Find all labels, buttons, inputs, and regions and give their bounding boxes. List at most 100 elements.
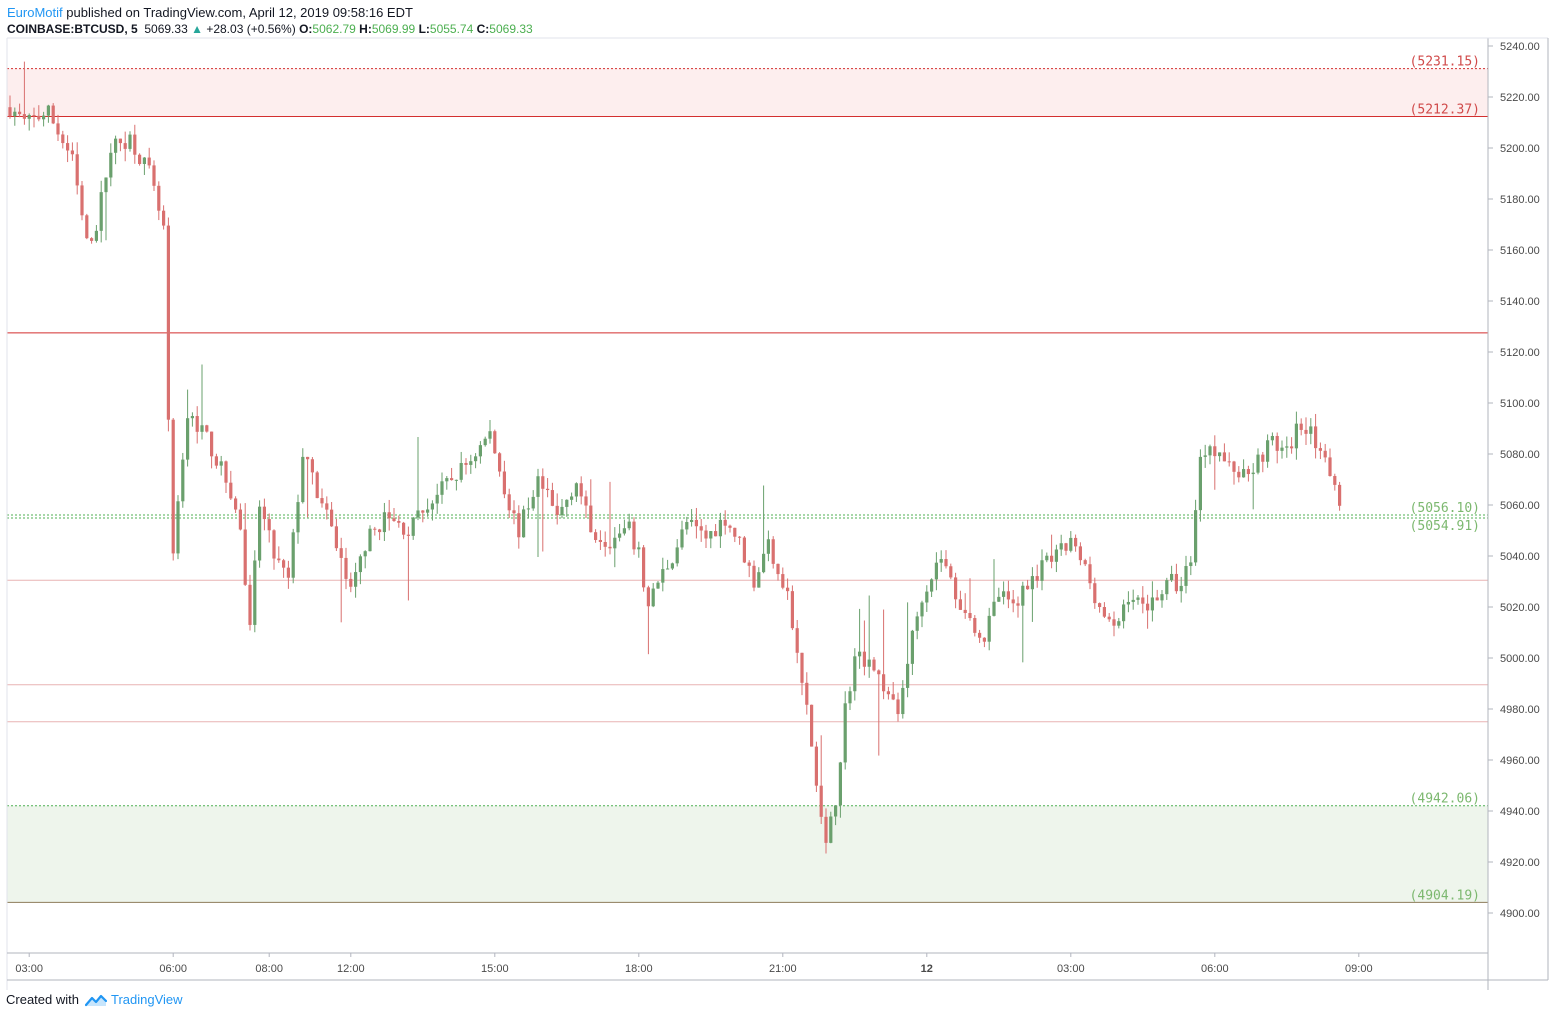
candle-body bbox=[1213, 446, 1217, 457]
y-tick-label: 5040.00 bbox=[1500, 551, 1540, 563]
close-value: 5069.33 bbox=[489, 22, 533, 36]
x-tick-label: 03:00 bbox=[1057, 963, 1085, 975]
candle-body bbox=[315, 472, 319, 499]
candle-body bbox=[819, 785, 823, 817]
candle-body bbox=[430, 503, 434, 510]
candle-body bbox=[18, 111, 22, 115]
y-tick-label: 4920.00 bbox=[1500, 857, 1540, 869]
candle-body bbox=[354, 572, 358, 587]
candle-body bbox=[718, 519, 722, 537]
candle-body bbox=[330, 509, 334, 527]
candle-body bbox=[397, 521, 401, 523]
candle-body bbox=[258, 506, 262, 561]
tradingview-brand-link[interactable]: TradingView bbox=[110, 992, 183, 1007]
candle-body bbox=[646, 587, 650, 607]
candle-body bbox=[574, 483, 578, 497]
candle-body bbox=[1002, 591, 1006, 597]
candle-body bbox=[118, 138, 122, 144]
price-chart[interactable]: (5231.15) (5212.37) (5056.10) (5054.91) (494… bbox=[0, 0, 1554, 990]
candle-body bbox=[968, 613, 972, 619]
candle-body bbox=[896, 699, 900, 715]
publish-info: EuroMotif published on TradingView.com, … bbox=[7, 5, 413, 20]
price-change: +28.03 (+0.56%) bbox=[206, 22, 296, 36]
y-tick-label: 4940.00 bbox=[1500, 806, 1540, 818]
candle-body bbox=[858, 651, 862, 657]
y-tick-label: 5140.00 bbox=[1500, 296, 1540, 308]
candle-body bbox=[522, 509, 526, 538]
candle-body bbox=[598, 539, 602, 543]
candle-body bbox=[1107, 616, 1111, 620]
candle-body bbox=[877, 670, 881, 675]
candle-body bbox=[546, 488, 550, 491]
candle-body bbox=[147, 157, 151, 166]
candle-body bbox=[99, 192, 103, 231]
candle-body bbox=[1170, 573, 1174, 581]
candle-body bbox=[1026, 585, 1030, 590]
candle-body bbox=[690, 519, 694, 523]
candle-body bbox=[973, 618, 977, 633]
candle-body bbox=[1333, 476, 1337, 485]
candle-body bbox=[1251, 472, 1255, 475]
candle-body bbox=[622, 528, 626, 534]
candle-body bbox=[982, 637, 986, 642]
x-tick-label: 03:00 bbox=[15, 963, 43, 975]
candle-body bbox=[699, 526, 703, 531]
candle-body bbox=[133, 134, 137, 155]
candle-body bbox=[1035, 576, 1039, 581]
candle-body bbox=[954, 577, 958, 600]
candle-body bbox=[306, 456, 310, 460]
candle-body bbox=[1088, 564, 1092, 584]
candle-body bbox=[1083, 560, 1087, 565]
y-tick-label: 4980.00 bbox=[1500, 704, 1540, 716]
candle-body bbox=[267, 519, 271, 531]
candle-body bbox=[272, 530, 276, 559]
candle-body bbox=[642, 547, 646, 588]
candle-body bbox=[978, 632, 982, 638]
candle-body bbox=[1246, 469, 1250, 475]
candle-body bbox=[570, 496, 574, 500]
candle-body bbox=[27, 114, 31, 119]
y-tick-label: 4960.00 bbox=[1500, 755, 1540, 767]
candle-body bbox=[934, 562, 938, 580]
zones bbox=[7, 68, 1488, 903]
candle-body bbox=[349, 578, 353, 587]
candle-body bbox=[56, 123, 60, 135]
candle-body bbox=[632, 521, 636, 550]
candle-body bbox=[176, 501, 180, 554]
candle-body bbox=[550, 490, 554, 506]
candle-body bbox=[651, 588, 655, 607]
candle-body bbox=[1074, 537, 1078, 547]
candle-body bbox=[445, 478, 449, 482]
candle-body bbox=[1184, 566, 1188, 586]
candle-body bbox=[1237, 471, 1241, 478]
candle-body bbox=[488, 431, 492, 439]
candle-body bbox=[339, 548, 343, 558]
candle-body bbox=[1232, 461, 1236, 472]
candle-body bbox=[810, 704, 814, 747]
candle-body bbox=[1179, 585, 1183, 592]
candle-body bbox=[1338, 484, 1342, 506]
candle-body bbox=[344, 557, 348, 579]
candle-body bbox=[162, 210, 166, 226]
candle-body bbox=[157, 185, 161, 211]
author-link[interactable]: EuroMotif bbox=[7, 5, 63, 20]
candle-body bbox=[282, 560, 286, 568]
candle-body bbox=[766, 539, 770, 554]
resistance-zone bbox=[7, 68, 1488, 117]
candle-body bbox=[1280, 447, 1284, 451]
candle-body bbox=[675, 547, 679, 564]
candle-body bbox=[1309, 426, 1313, 434]
candle-body bbox=[22, 114, 26, 119]
candle-body bbox=[152, 165, 156, 186]
candle-body bbox=[987, 615, 991, 642]
candle-body bbox=[786, 587, 790, 592]
candle-body bbox=[685, 522, 689, 530]
candle-body bbox=[1256, 454, 1260, 473]
candle-body bbox=[1242, 469, 1246, 478]
candle-body bbox=[709, 531, 713, 539]
candle-body bbox=[229, 482, 233, 499]
x-tick-label: 06:00 bbox=[1201, 963, 1229, 975]
candle-body bbox=[723, 519, 727, 526]
low-value: 5055.74 bbox=[429, 22, 474, 36]
candle-body bbox=[747, 562, 751, 566]
